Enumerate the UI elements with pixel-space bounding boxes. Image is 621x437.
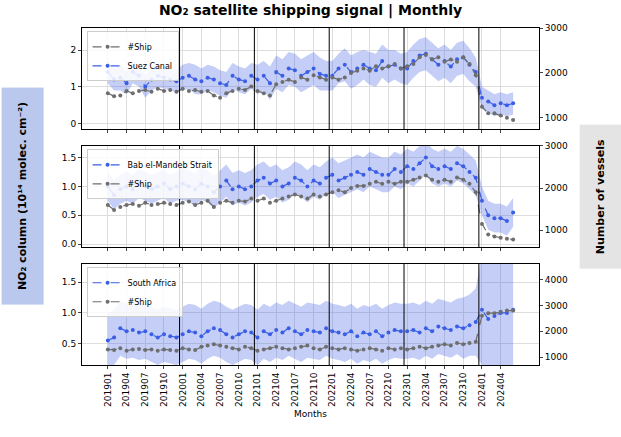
svg-text:202101: 202101 [252,373,262,407]
svg-text:202401: 202401 [477,373,487,407]
svg-text:1.0: 1.0 [62,308,77,318]
svg-text:NO₂ satellite shipping signal: NO₂ satellite shipping signal | Monthly [159,2,462,19]
svg-text:0.5: 0.5 [62,210,76,220]
svg-text:1.5: 1.5 [62,153,76,163]
svg-text:2: 2 [70,45,76,55]
svg-text:1000: 1000 [545,113,568,123]
svg-text:202104: 202104 [271,372,281,407]
svg-text:2000: 2000 [545,183,568,193]
svg-text:201901: 201901 [103,373,113,407]
svg-text:3000: 3000 [545,301,568,311]
svg-text:#Ship: #Ship [128,180,152,189]
svg-text:0.5: 0.5 [62,339,76,349]
svg-text:0.0: 0.0 [62,239,77,249]
svg-text:1000: 1000 [545,225,568,235]
svg-text:202210: 202210 [383,372,393,407]
svg-text:Bab el-Mandeb Strait: Bab el-Mandeb Strait [128,161,212,170]
svg-text:202204: 202204 [346,372,356,407]
svg-text:#Ship: #Ship [128,43,152,52]
svg-text:2000: 2000 [545,326,568,336]
svg-text:202307: 202307 [439,373,449,407]
svg-text:202304: 202304 [421,372,431,407]
svg-text:202004: 202004 [196,372,206,407]
svg-text:202207: 202207 [365,373,375,407]
svg-text:202310: 202310 [458,372,468,407]
svg-text:202007: 202007 [215,373,225,407]
svg-text:201910: 201910 [159,372,169,407]
svg-text:2000: 2000 [545,68,568,78]
svg-text:Months: Months [294,409,327,419]
svg-text:1.0: 1.0 [62,182,77,192]
svg-text:NO₂ column (10¹⁴ molec. cm⁻²): NO₂ column (10¹⁴ molec. cm⁻²) [16,102,29,290]
svg-text:201904: 201904 [121,372,131,407]
svg-text:202201: 202201 [327,373,337,407]
svg-text:South Africa: South Africa [128,279,177,288]
svg-text:1000: 1000 [545,352,568,362]
svg-text:4000: 4000 [545,275,568,285]
svg-text:202404: 202404 [496,372,506,407]
svg-text:202001: 202001 [178,373,188,407]
svg-text:202301: 202301 [402,373,412,407]
svg-text:202107: 202107 [290,373,300,407]
svg-text:202110: 202110 [309,372,319,407]
svg-text:3000: 3000 [545,141,568,151]
svg-text:#Ship: #Ship [128,298,152,307]
svg-text:0: 0 [70,119,76,129]
svg-text:1: 1 [70,82,76,92]
svg-text:1.5: 1.5 [62,277,76,287]
svg-text:201907: 201907 [140,373,150,407]
svg-text:Suez Canal: Suez Canal [128,62,173,71]
svg-text:3000: 3000 [545,23,568,33]
svg-text:Number of vessels: Number of vessels [594,139,607,254]
svg-text:202010: 202010 [234,372,244,407]
